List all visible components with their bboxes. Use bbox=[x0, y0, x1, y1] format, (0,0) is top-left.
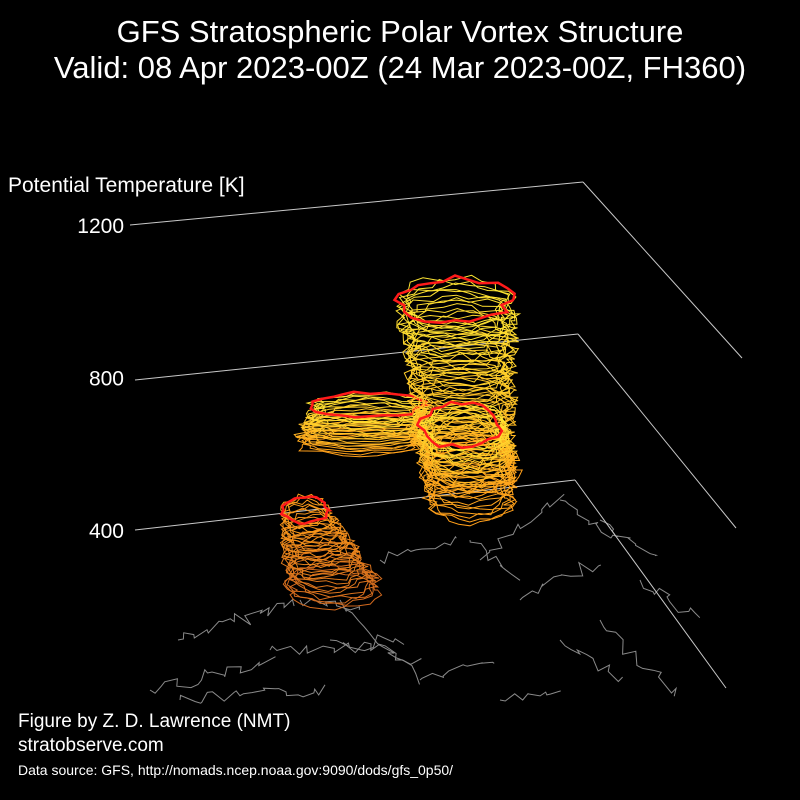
isentropic-contour bbox=[297, 424, 424, 447]
isentropic-contour bbox=[284, 522, 348, 553]
isentropic-contour bbox=[284, 562, 379, 601]
isentropic-contour bbox=[281, 532, 361, 569]
axis-grid-line bbox=[574, 479, 727, 689]
isentropic-contour bbox=[424, 470, 516, 511]
coastline bbox=[559, 499, 619, 539]
isentropic-contour bbox=[280, 493, 330, 524]
isentropic-contour bbox=[431, 481, 518, 523]
isentropic-contour bbox=[395, 294, 507, 341]
isentropic-contour bbox=[419, 420, 517, 473]
isentropic-contour bbox=[406, 363, 510, 407]
coastline bbox=[177, 598, 295, 641]
isentropic-contour bbox=[313, 396, 427, 425]
isentropic-contour bbox=[407, 321, 518, 371]
isentropic-contour bbox=[416, 411, 511, 464]
isentropic-contour bbox=[288, 547, 369, 585]
isentropic-contour bbox=[398, 278, 517, 329]
coastline bbox=[339, 599, 420, 685]
isentropic-contour bbox=[401, 289, 517, 335]
isentropic-contour bbox=[417, 414, 510, 463]
isentropic-contour bbox=[402, 325, 520, 372]
isentropic-contour bbox=[281, 521, 350, 558]
isentropic-contour bbox=[402, 314, 519, 363]
isentropic-contour bbox=[298, 415, 428, 440]
figure-credit: Figure by Z. D. Lawrence (NMT) bbox=[18, 711, 291, 732]
vortex-piece-lower-west-lobe bbox=[279, 493, 383, 611]
coastline bbox=[559, 639, 623, 683]
isentropic-contour bbox=[418, 443, 523, 500]
coastline bbox=[299, 598, 361, 611]
isentropic-contour bbox=[283, 497, 333, 530]
isentropic-contour bbox=[279, 525, 351, 561]
coastline bbox=[329, 639, 422, 665]
isentropic-contour bbox=[429, 475, 514, 516]
coastline bbox=[469, 539, 521, 581]
isentropic-contour bbox=[281, 513, 347, 547]
coastline bbox=[499, 690, 561, 702]
website-link[interactable]: stratobserve.com bbox=[18, 735, 164, 756]
vortex-edge-contour bbox=[309, 390, 431, 419]
coastline bbox=[419, 661, 495, 681]
vortex-edge-contour bbox=[279, 495, 333, 525]
isentropic-contour bbox=[415, 434, 514, 488]
isentropic-contour bbox=[415, 399, 514, 437]
coastline bbox=[479, 493, 565, 561]
coastline bbox=[519, 561, 601, 601]
isentropic-contour bbox=[402, 297, 516, 347]
z-tick-label: 400 bbox=[89, 520, 124, 543]
isentropic-contour bbox=[311, 406, 434, 432]
z-tick-label: 1200 bbox=[77, 215, 124, 238]
isentropic-contour bbox=[304, 408, 430, 435]
isentropic-contour bbox=[287, 541, 366, 580]
coastline bbox=[599, 519, 659, 557]
isentropic-contour bbox=[305, 400, 427, 427]
axis-grid-line bbox=[577, 333, 737, 529]
coastline bbox=[179, 684, 326, 704]
chart-title: GFS Stratospheric Polar Vortex Structure bbox=[116, 14, 684, 49]
vortex-edge-contour bbox=[415, 400, 504, 450]
isentropic-contour bbox=[405, 319, 519, 362]
vortex-piece-middle-arm bbox=[293, 390, 434, 458]
vortex-piece-main-column bbox=[392, 274, 522, 527]
z-tick-label: 800 bbox=[89, 368, 124, 391]
z-tick-labels: 400 800 1200 bbox=[77, 215, 124, 543]
isentropic-contour bbox=[422, 462, 518, 500]
isentropic-contour bbox=[414, 401, 510, 452]
data-source: Data source: GFS, http://nomads.ncep.noa… bbox=[18, 762, 454, 778]
coastline-map bbox=[149, 493, 701, 704]
isentropic-contour bbox=[309, 402, 429, 428]
isentropic-contour bbox=[402, 332, 518, 376]
coastline bbox=[379, 535, 457, 565]
coastline bbox=[269, 634, 405, 656]
isentropic-contour bbox=[417, 407, 506, 452]
vortex-edge-contour bbox=[392, 274, 516, 324]
coastline bbox=[599, 619, 678, 697]
coastline bbox=[639, 579, 701, 619]
isentropic-contour bbox=[286, 572, 383, 611]
z-axis-label: Potential Temperature [K] bbox=[8, 174, 245, 197]
isentropic-contour bbox=[396, 303, 518, 353]
axis-grid-line bbox=[582, 181, 743, 359]
vortex-isosurface bbox=[279, 274, 523, 611]
coastline bbox=[149, 656, 276, 694]
chart-subtitle: Valid: 08 Apr 2023-00Z (24 Mar 2023-00Z,… bbox=[53, 50, 747, 85]
axis-grid-line bbox=[129, 181, 584, 226]
vortex-piece-main-column-mid bbox=[414, 400, 523, 500]
isentropic-contour bbox=[409, 340, 513, 387]
